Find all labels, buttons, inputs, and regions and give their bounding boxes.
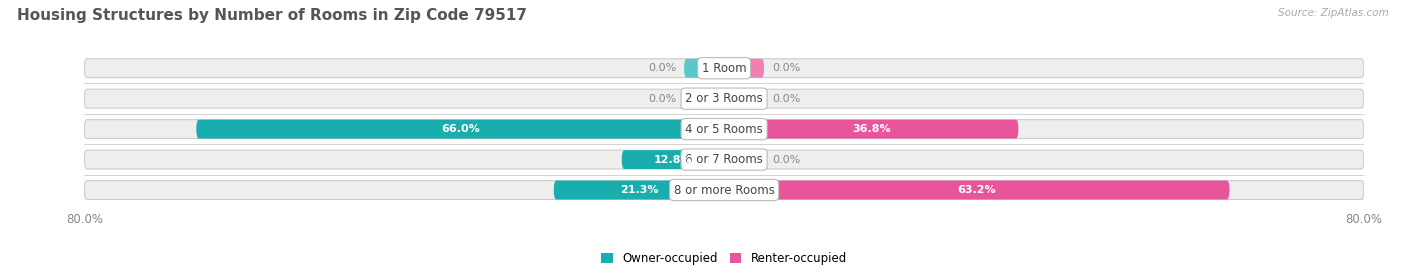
FancyBboxPatch shape — [84, 89, 1364, 108]
Text: 0.0%: 0.0% — [772, 94, 800, 104]
FancyBboxPatch shape — [685, 59, 724, 78]
FancyBboxPatch shape — [84, 120, 1364, 139]
FancyBboxPatch shape — [84, 150, 1364, 169]
Text: 36.8%: 36.8% — [852, 124, 890, 134]
Text: 0.0%: 0.0% — [772, 155, 800, 165]
FancyBboxPatch shape — [84, 59, 1364, 78]
Text: 4 or 5 Rooms: 4 or 5 Rooms — [685, 123, 763, 136]
Text: 21.3%: 21.3% — [620, 185, 658, 195]
FancyBboxPatch shape — [554, 180, 724, 200]
Text: 0.0%: 0.0% — [772, 63, 800, 73]
Text: 0.0%: 0.0% — [648, 63, 676, 73]
Text: 8 or more Rooms: 8 or more Rooms — [673, 183, 775, 197]
FancyBboxPatch shape — [724, 89, 763, 108]
Text: 12.8%: 12.8% — [654, 155, 692, 165]
Text: 2 or 3 Rooms: 2 or 3 Rooms — [685, 92, 763, 105]
Text: Source: ZipAtlas.com: Source: ZipAtlas.com — [1278, 8, 1389, 18]
Legend: Owner-occupied, Renter-occupied: Owner-occupied, Renter-occupied — [600, 252, 848, 265]
FancyBboxPatch shape — [84, 180, 1364, 200]
Text: 1 Room: 1 Room — [702, 62, 747, 75]
Text: 63.2%: 63.2% — [957, 185, 995, 195]
FancyBboxPatch shape — [724, 120, 1018, 139]
FancyBboxPatch shape — [724, 180, 1229, 200]
Text: 6 or 7 Rooms: 6 or 7 Rooms — [685, 153, 763, 166]
FancyBboxPatch shape — [685, 89, 724, 108]
FancyBboxPatch shape — [197, 120, 724, 139]
Text: 0.0%: 0.0% — [648, 94, 676, 104]
Text: Housing Structures by Number of Rooms in Zip Code 79517: Housing Structures by Number of Rooms in… — [17, 8, 527, 23]
Text: 66.0%: 66.0% — [441, 124, 479, 134]
FancyBboxPatch shape — [724, 150, 763, 169]
FancyBboxPatch shape — [621, 150, 724, 169]
FancyBboxPatch shape — [724, 59, 763, 78]
